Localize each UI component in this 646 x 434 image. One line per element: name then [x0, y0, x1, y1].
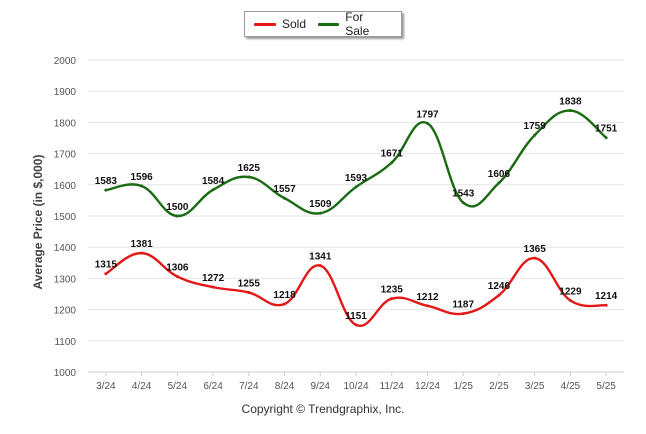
y-tick-label: 1000 — [54, 368, 77, 379]
x-tick-label: 4/25 — [561, 381, 581, 392]
y-tick-label: 1400 — [54, 243, 77, 254]
data-point-for-sale — [568, 109, 572, 113]
legend-swatch-sold — [254, 22, 276, 26]
y-tick-label: 1600 — [54, 181, 77, 192]
x-tick-label: 8/24 — [275, 381, 295, 392]
x-tick-label: 6/24 — [203, 381, 223, 392]
data-point-sold — [318, 264, 322, 268]
data-label-sold: 1229 — [559, 287, 582, 298]
legend: Sold For Sale — [244, 10, 402, 38]
data-point-sold — [604, 303, 608, 307]
x-tick-label: 3/25 — [525, 381, 545, 392]
data-label-sold: 1212 — [416, 292, 439, 303]
data-point-for-sale — [140, 184, 144, 188]
data-label-sold: 1255 — [238, 278, 261, 289]
data-label-sold: 1315 — [95, 260, 118, 271]
y-tick-label: 1200 — [54, 306, 77, 317]
data-point-for-sale — [318, 211, 322, 215]
data-point-for-sale — [104, 188, 108, 192]
data-label-for-sale: 1596 — [130, 172, 153, 183]
data-label-for-sale: 1759 — [524, 121, 547, 132]
data-point-for-sale — [247, 175, 251, 179]
data-label-for-sale: 1593 — [345, 173, 368, 184]
data-label-sold: 1341 — [309, 252, 332, 263]
legend-label-for-sale: For Sale — [345, 10, 370, 38]
y-tick-label: 1300 — [54, 274, 77, 285]
data-point-sold — [283, 302, 287, 306]
data-label-for-sale: 1751 — [595, 124, 618, 135]
data-point-sold — [425, 304, 429, 308]
data-label-for-sale: 1543 — [452, 189, 475, 200]
y-axis-label: Average Price (in $,000) — [31, 154, 45, 290]
data-label-for-sale: 1838 — [559, 97, 582, 108]
data-point-for-sale — [533, 133, 537, 137]
x-tick-label: 2/25 — [489, 381, 509, 392]
data-label-sold: 1272 — [202, 273, 225, 284]
x-tick-label: 5/25 — [596, 381, 616, 392]
x-tick-label: 4/24 — [132, 381, 152, 392]
legend-item-sold[interactable]: Sold — [254, 17, 306, 31]
y-tick-label: 1500 — [54, 212, 77, 223]
x-tick-label: 7/24 — [239, 381, 259, 392]
x-tick-label: 1/25 — [453, 381, 473, 392]
x-tick-label: 11/24 — [380, 381, 405, 392]
data-point-for-sale — [497, 181, 501, 185]
legend-label-sold: Sold — [282, 17, 307, 31]
data-label-for-sale: 1606 — [488, 169, 511, 180]
x-tick-label: 12/24 — [415, 381, 440, 392]
data-label-sold: 1214 — [595, 291, 618, 302]
data-label-sold: 1306 — [166, 263, 189, 274]
data-label-for-sale: 1500 — [166, 202, 189, 213]
data-point-sold — [354, 323, 358, 327]
data-point-sold — [533, 256, 537, 260]
data-label-sold: 1365 — [524, 244, 547, 255]
data-label-for-sale: 1625 — [238, 163, 261, 174]
legend-swatch-for-sale — [318, 22, 340, 26]
data-point-sold — [175, 275, 179, 279]
x-tick-label: 10/24 — [343, 381, 368, 392]
legend-item-for-sale[interactable]: For Sale — [318, 10, 389, 38]
data-point-for-sale — [354, 185, 358, 189]
data-label-sold: 1187 — [452, 300, 474, 311]
data-point-sold — [140, 251, 144, 255]
y-tick-label: 1800 — [54, 118, 77, 129]
data-point-for-sale — [425, 121, 429, 125]
data-point-sold — [461, 312, 465, 316]
data-label-sold: 1381 — [130, 239, 153, 250]
data-point-for-sale — [211, 188, 215, 192]
y-tick-label: 2000 — [54, 56, 77, 67]
data-point-for-sale — [390, 161, 394, 165]
data-point-sold — [211, 285, 215, 289]
data-point-sold — [104, 272, 108, 276]
data-point-for-sale — [175, 214, 179, 218]
data-point-sold — [497, 293, 501, 297]
y-tick-label: 1900 — [54, 87, 77, 98]
data-label-for-sale: 1509 — [309, 199, 332, 210]
data-point-for-sale — [461, 201, 465, 205]
data-point-for-sale — [604, 136, 608, 140]
data-label-for-sale: 1797 — [416, 109, 439, 120]
data-point-sold — [568, 299, 572, 303]
data-label-sold: 1246 — [488, 281, 511, 292]
data-label-for-sale: 1584 — [202, 176, 225, 187]
copyright-footer: Copyright © Trendgraphix, Inc. — [241, 402, 405, 416]
x-tick-label: 9/24 — [311, 381, 331, 392]
data-label-sold: 1151 — [345, 311, 367, 322]
data-label-for-sale: 1557 — [273, 184, 296, 195]
data-label-sold: 1235 — [381, 285, 404, 296]
data-point-sold — [247, 290, 251, 294]
y-tick-label: 1700 — [54, 150, 77, 161]
data-label-for-sale: 1671 — [381, 149, 404, 160]
data-label-sold: 1218 — [273, 290, 296, 301]
x-tick-label: 5/24 — [168, 381, 188, 392]
y-tick-label: 1100 — [54, 337, 76, 348]
x-tick-label: 3/24 — [96, 381, 116, 392]
data-label-for-sale: 1583 — [95, 176, 118, 187]
data-point-for-sale — [283, 196, 287, 200]
data-point-sold — [390, 297, 394, 301]
series-line-for-sale — [104, 109, 608, 218]
